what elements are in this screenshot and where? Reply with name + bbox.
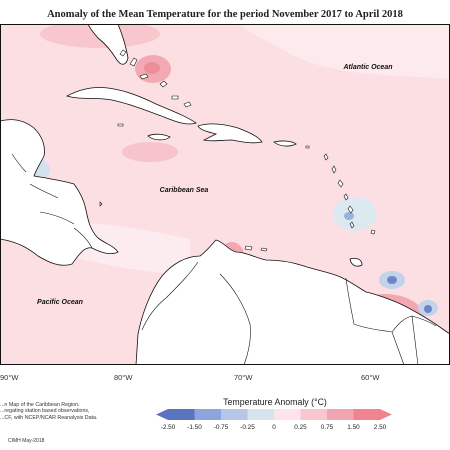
note-line: ...n Map of the Caribbean Region. (0, 402, 80, 408)
longitude-label: 60°W (361, 373, 380, 382)
land (0, 24, 450, 365)
trinidad (349, 257, 363, 267)
puerto-rico (273, 140, 297, 147)
antilles-island (323, 153, 329, 161)
colorbar-tick-label: 0 (272, 424, 276, 431)
barbados (370, 229, 376, 235)
colorbar-tick-label: 0.25 (294, 424, 307, 431)
colorbar-segment (221, 409, 248, 420)
map-notes: ...n Map of the Caribbean Region. ...reg… (0, 402, 97, 421)
bahamas-island (119, 49, 127, 57)
map-title: Anomaly of the Mean Temperature for the … (47, 9, 403, 20)
central-america (0, 119, 119, 266)
anomaly-map: Atlantic Ocean Caribbean Sea Pacific Oce… (0, 24, 450, 365)
light-anomaly-area (240, 24, 450, 79)
antilles-island (343, 193, 349, 201)
longitude-label: 90°W (0, 373, 19, 382)
cayman-island (117, 123, 124, 127)
caribbean-sea-label: Caribbean Sea (160, 187, 209, 194)
bahamas-island (139, 73, 149, 80)
virgin-island (305, 145, 310, 149)
colorbar-segment (247, 409, 275, 420)
atlantic-ocean-label: Atlantic Ocean (342, 64, 392, 71)
colorbar-title: Temperature Anomaly (°C) (223, 397, 327, 407)
colorbar-segment (327, 409, 354, 420)
colorbar-tick-label: 2.50 (373, 424, 387, 431)
longitude-label: 70°W (234, 373, 253, 382)
small-islands (99, 49, 376, 252)
colorbar-segment (300, 409, 328, 420)
cool-anomaly-lesser-antilles-core (344, 212, 354, 220)
pacific-ocean-label: Pacific Ocean (37, 299, 83, 306)
florida (87, 24, 129, 65)
colorbar-segment (353, 409, 381, 420)
colorbar-segment (168, 409, 195, 420)
colorbar-segment (274, 409, 301, 420)
colorbar-tick-label: -2.50 (160, 424, 176, 431)
antilles-island (349, 221, 355, 229)
bahamas-island (159, 80, 168, 88)
antilles-island (347, 205, 354, 214)
bahamas-island (171, 95, 179, 100)
warm-anomaly-bahamas-core (144, 62, 160, 74)
note-line: ...regating station based observations, (0, 408, 90, 415)
abc-island (260, 247, 268, 252)
colorbar-tick-label: 1.50 (347, 424, 360, 431)
san-andres (99, 201, 103, 207)
bahamas-island (129, 57, 138, 67)
cool-anomaly-lesser-antilles (333, 197, 377, 231)
colorbar-tick-label: 0.75 (320, 424, 334, 431)
longitude-label: 80°W (114, 373, 133, 382)
south-america (135, 239, 450, 365)
colorbar-tick-label: -0.75 (213, 424, 229, 431)
abc-island (244, 245, 253, 251)
credit: CIMH May-2018 (8, 438, 45, 444)
colorbar-extend-low (156, 409, 168, 420)
colorbar (156, 409, 392, 420)
cool-anomaly-suriname-core (424, 305, 432, 313)
colorbar-extend-high (380, 409, 392, 420)
colorbar-segment (194, 409, 222, 420)
jamaica (147, 133, 171, 141)
cuba (65, 87, 197, 125)
colorbar-tick-label: -1.50 (187, 424, 202, 431)
hispaniola (197, 123, 263, 144)
antilles-island (331, 165, 337, 174)
antilles-island (337, 179, 344, 188)
warm-anomaly-caribbean (122, 142, 178, 162)
cool-anomaly-guyana-core (387, 276, 397, 284)
colorbar-tick-label: -0.25 (240, 424, 255, 431)
bahamas-island (183, 101, 192, 108)
note-line: ...CF, with NCEP/NCAR Reanalysis Data. (0, 414, 98, 421)
borders (11, 153, 437, 365)
